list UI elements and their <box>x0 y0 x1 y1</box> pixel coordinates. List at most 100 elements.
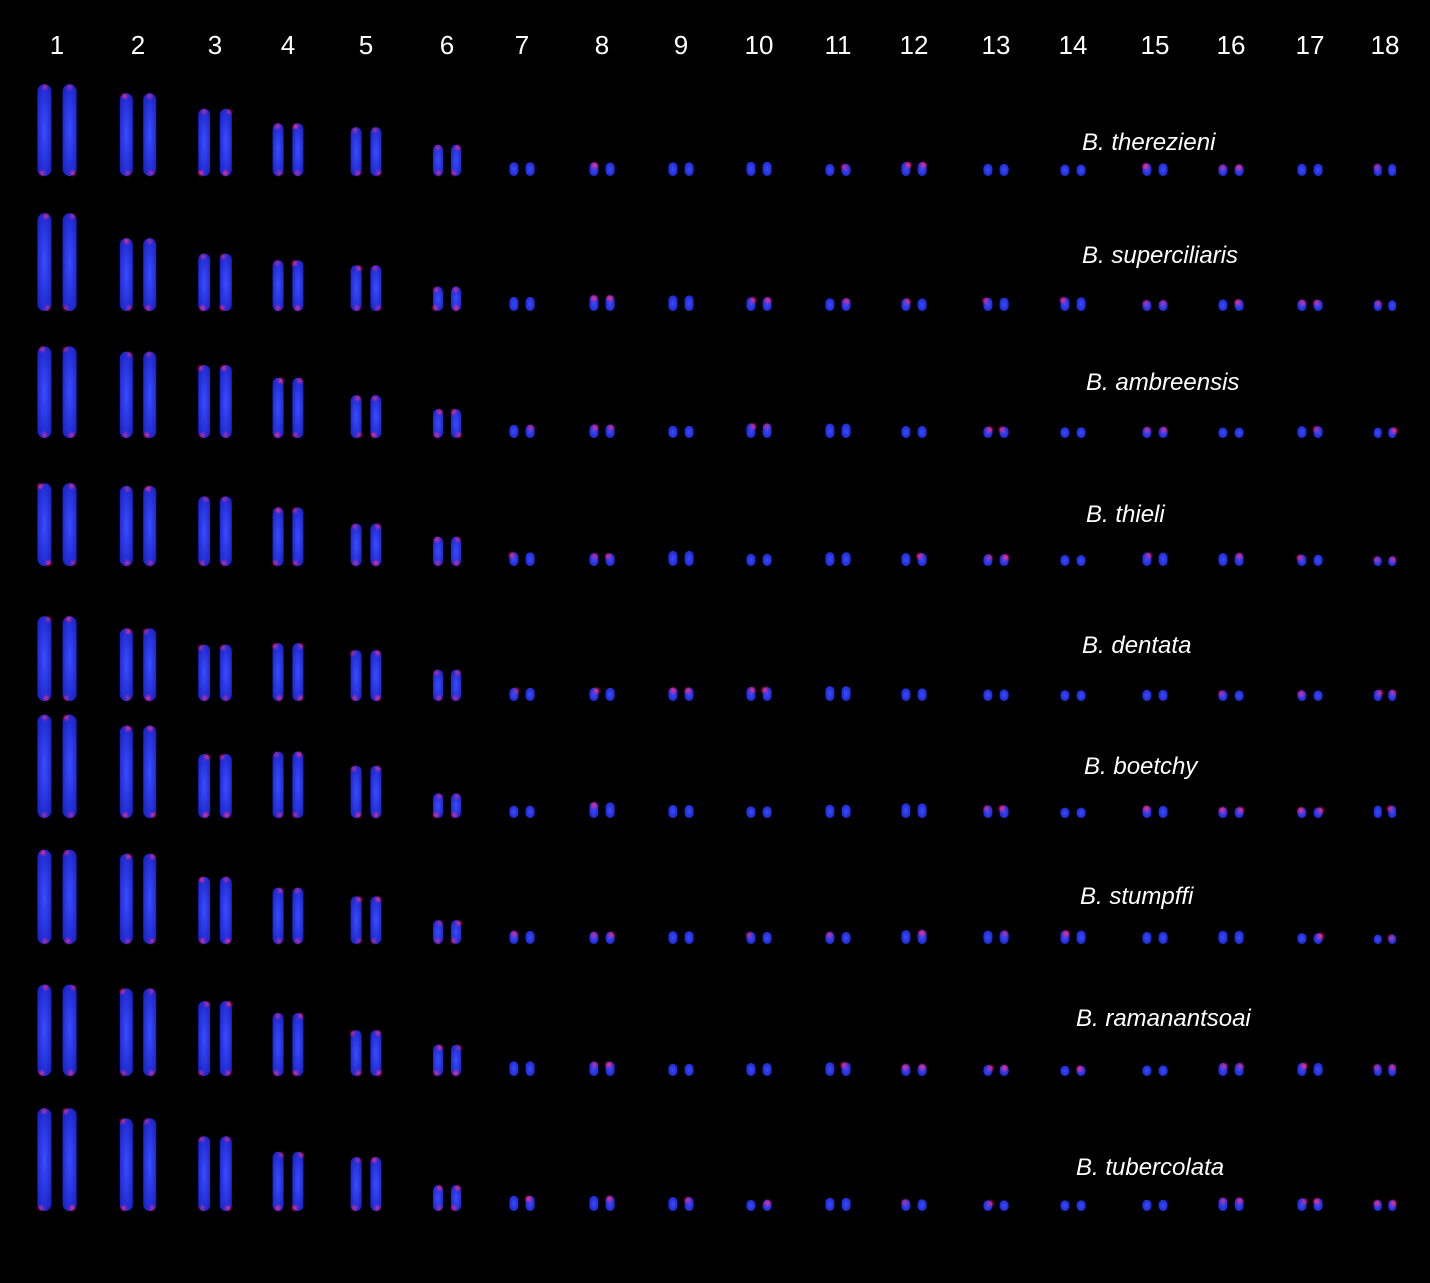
fish-signal <box>1220 1197 1226 1204</box>
fish-signal <box>220 254 226 259</box>
chromosome-number-18: 18 <box>1371 30 1400 60</box>
fish-signal <box>39 1070 45 1076</box>
chromosome-number-6: 6 <box>440 30 454 60</box>
fish-signal <box>999 805 1005 812</box>
chromosome <box>1218 299 1228 311</box>
fish-signal <box>455 670 461 676</box>
fish-signal <box>1301 1063 1307 1069</box>
fish-signal <box>432 305 438 311</box>
fish-signal <box>42 938 48 944</box>
chromosome <box>1060 690 1070 701</box>
chromosome <box>272 123 284 176</box>
fish-signal <box>122 812 128 818</box>
species-label: B. ramanantsoai <box>1076 1005 1251 1032</box>
fish-signal <box>435 560 441 566</box>
chromosome <box>198 365 211 438</box>
fish-signal <box>591 932 597 938</box>
fish-signal <box>765 297 771 304</box>
fish-signal <box>39 170 45 176</box>
karyotype-row: B. ramanantsoai <box>37 984 1397 1076</box>
fish-signal <box>149 1070 154 1076</box>
chromosome-number-row: 1 2 3 4 5 6 7 8 9 10 11 12 13 14 15 16 17 18 <box>50 30 1400 60</box>
fish-signal <box>372 127 378 133</box>
chromosome <box>219 876 232 944</box>
fish-signal <box>275 305 281 311</box>
chromosome <box>272 1013 284 1076</box>
fish-signal <box>764 423 770 430</box>
fish-signal <box>1146 552 1152 559</box>
chromosome <box>1158 552 1168 566</box>
chromosome <box>370 650 382 701</box>
chromosome <box>762 1063 772 1076</box>
chromosome <box>272 1151 284 1211</box>
fish-signal <box>67 84 73 90</box>
fish-signal <box>1161 427 1167 433</box>
chromosome <box>1076 930 1086 944</box>
chromosome <box>198 108 211 176</box>
fish-signal <box>220 645 226 650</box>
chromosome-number-1: 1 <box>50 30 64 60</box>
fish-signal <box>148 989 154 994</box>
fish-signal <box>352 524 358 529</box>
fish-signal <box>63 347 68 352</box>
chromosome <box>762 161 772 176</box>
fish-signal <box>1313 426 1319 432</box>
chromosome <box>509 805 519 818</box>
chromosome <box>350 1030 362 1076</box>
chromosome <box>350 896 362 944</box>
chromosome <box>825 423 835 438</box>
fish-signal <box>292 432 298 438</box>
chromosome <box>350 265 362 311</box>
fish-signal <box>298 695 303 701</box>
chromosome <box>762 931 772 944</box>
chromosome <box>1142 689 1152 701</box>
chromosome <box>198 644 211 701</box>
fish-signal <box>149 1205 155 1211</box>
fish-signal <box>905 162 912 168</box>
fish-signal <box>525 1196 532 1202</box>
chromosome <box>1076 555 1086 566</box>
fish-signal <box>352 695 358 701</box>
fish-signal <box>69 1205 75 1211</box>
fish-signal <box>605 1061 612 1068</box>
fish-signal <box>1373 556 1380 563</box>
chromosome-number-13: 13 <box>982 30 1011 60</box>
chromosome <box>433 1044 443 1076</box>
fish-signal <box>591 1061 598 1068</box>
fish-signal <box>223 432 229 438</box>
fish-signal <box>1076 1065 1083 1072</box>
species-label: B. tubercolata <box>1076 1154 1224 1181</box>
fish-signal <box>204 1001 210 1007</box>
fish-signal <box>202 695 208 701</box>
fish-signal <box>902 1064 908 1070</box>
fish-signal <box>203 497 209 502</box>
chromosome <box>292 123 304 176</box>
fish-signal <box>356 938 362 944</box>
fish-signal <box>608 932 614 938</box>
chromosome <box>198 496 211 566</box>
chromosome <box>525 162 535 176</box>
karyotype-rows: B. therezieni B. superciliaris B. ambreens… <box>37 84 1398 1211</box>
fish-signal <box>147 726 153 731</box>
fish-signal <box>276 170 282 176</box>
fish-signal <box>145 486 151 492</box>
fish-signal <box>455 1185 460 1191</box>
chromosome <box>198 1001 211 1076</box>
chromosome <box>219 1001 232 1076</box>
fish-signal <box>509 552 515 558</box>
fish-signal <box>219 305 225 311</box>
chromosome <box>668 804 678 818</box>
chromosome <box>143 93 157 176</box>
fish-signal <box>144 1118 150 1124</box>
fish-signal <box>607 295 613 302</box>
fish-signal <box>46 560 51 566</box>
chromosome <box>509 162 519 176</box>
fish-signal <box>453 305 459 311</box>
fish-signal <box>293 124 299 129</box>
chromosome <box>37 1108 52 1211</box>
chromosome <box>1313 163 1323 176</box>
fish-signal <box>121 1205 126 1211</box>
chromosome <box>1388 300 1397 311</box>
chromosome <box>825 298 835 311</box>
chromosome-number-11: 11 <box>825 30 852 60</box>
